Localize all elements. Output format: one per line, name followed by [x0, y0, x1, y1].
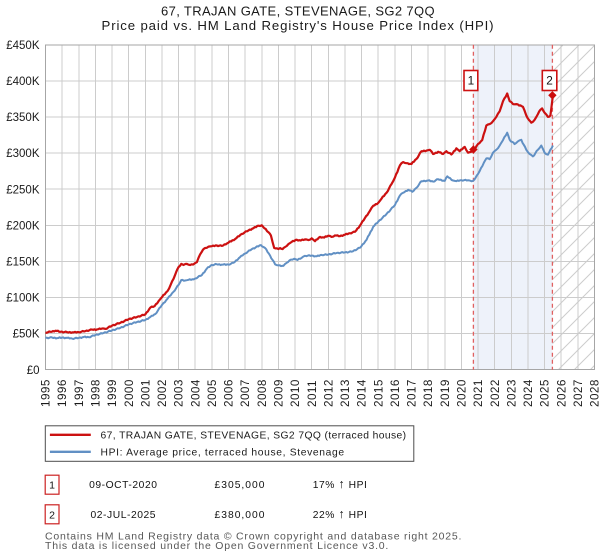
svg-text:£450K: £450K: [6, 40, 40, 52]
svg-text:£350K: £350K: [6, 112, 40, 124]
svg-text:2002: 2002: [156, 379, 169, 407]
svg-text:22% ↑ HPI: 22% ↑ HPI: [313, 507, 368, 521]
svg-text:67, TRAJAN GATE, STEVENAGE, SG: 67, TRAJAN GATE, STEVENAGE, SG2 7QQ: [161, 3, 435, 18]
svg-text:2025: 2025: [539, 379, 552, 407]
svg-text:£305,000: £305,000: [215, 480, 266, 491]
svg-text:2028: 2028: [589, 379, 600, 407]
svg-text:2014: 2014: [356, 379, 369, 407]
svg-text:£250K: £250K: [6, 184, 40, 196]
svg-text:1: 1: [468, 74, 475, 88]
svg-text:17% ↑ HPI: 17% ↑ HPI: [313, 477, 368, 491]
svg-text:1997: 1997: [73, 379, 86, 407]
svg-text:2011: 2011: [306, 380, 319, 407]
svg-text:2021: 2021: [472, 379, 485, 407]
svg-text:02-JUL-2025: 02-JUL-2025: [91, 510, 157, 521]
svg-text:2017: 2017: [406, 379, 419, 407]
svg-text:2019: 2019: [439, 379, 452, 407]
svg-text:HPI: Average price, terraced h: HPI: Average price, terraced house, Stev…: [101, 447, 345, 458]
svg-text:2027: 2027: [572, 379, 585, 407]
svg-text:2012: 2012: [322, 379, 335, 407]
svg-text:2: 2: [546, 74, 553, 88]
svg-text:2013: 2013: [339, 379, 352, 407]
svg-text:2001: 2001: [139, 379, 152, 407]
svg-text:1998: 1998: [90, 379, 103, 407]
svg-text:£50K: £50K: [13, 329, 40, 341]
svg-text:£100K: £100K: [6, 293, 40, 305]
svg-text:2018: 2018: [422, 379, 435, 407]
svg-text:2006: 2006: [223, 379, 236, 407]
svg-text:2020: 2020: [456, 379, 469, 407]
svg-text:2022: 2022: [489, 379, 502, 407]
svg-text:2026: 2026: [555, 379, 568, 407]
svg-text:1: 1: [49, 480, 55, 492]
svg-text:2004: 2004: [189, 379, 202, 407]
svg-text:2024: 2024: [522, 379, 535, 407]
svg-text:£400K: £400K: [6, 76, 40, 88]
svg-text:2000: 2000: [123, 379, 136, 407]
svg-text:1995: 1995: [40, 379, 53, 407]
svg-text:£150K: £150K: [6, 257, 40, 269]
svg-text:£200K: £200K: [6, 220, 40, 232]
svg-text:67, TRAJAN GATE, STEVENAGE, SG: 67, TRAJAN GATE, STEVENAGE, SG2 7QQ (ter…: [101, 431, 407, 442]
svg-text:2008: 2008: [256, 379, 269, 407]
svg-text:2016: 2016: [389, 379, 402, 407]
svg-text:1999: 1999: [106, 379, 119, 407]
svg-text:£0: £0: [27, 365, 40, 377]
svg-text:2010: 2010: [289, 379, 302, 407]
svg-text:£300K: £300K: [6, 148, 40, 160]
svg-text:£380,000: £380,000: [215, 510, 266, 521]
svg-text:09-OCT-2020: 09-OCT-2020: [89, 480, 157, 491]
svg-text:2: 2: [49, 509, 55, 521]
svg-text:2007: 2007: [239, 379, 252, 407]
svg-text:2005: 2005: [206, 379, 219, 407]
svg-text:2009: 2009: [273, 379, 286, 407]
svg-text:1996: 1996: [56, 379, 69, 407]
svg-text:2003: 2003: [173, 379, 186, 407]
svg-text:This data is licensed under th: This data is licensed under the Open Gov…: [45, 540, 389, 552]
svg-text:Contains HM Land Registry data: Contains HM Land Registry data © Crown c…: [45, 531, 462, 543]
svg-text:2023: 2023: [505, 379, 518, 407]
svg-text:2015: 2015: [372, 379, 385, 407]
svg-text:Price paid vs. HM Land Registr: Price paid vs. HM Land Registry's House …: [102, 18, 495, 33]
